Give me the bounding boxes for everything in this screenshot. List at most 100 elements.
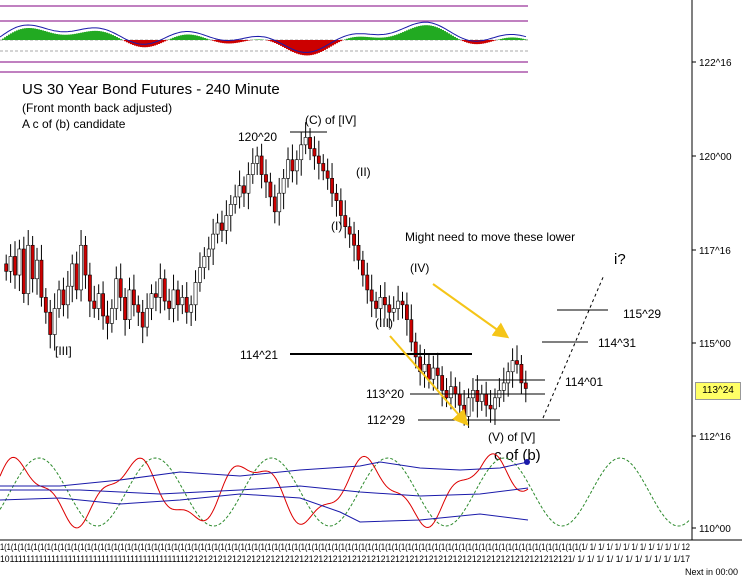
histogram-bar <box>222 40 224 44</box>
histogram-bar <box>42 30 44 40</box>
histogram-bar <box>372 37 374 40</box>
histogram-bar <box>154 40 156 46</box>
histogram-bar <box>84 31 86 40</box>
histogram-bar <box>66 34 68 40</box>
histogram-bar <box>90 31 92 40</box>
wave-label-ii: (II) <box>356 165 371 179</box>
histogram-bar <box>258 39 260 40</box>
histogram-bar <box>364 36 366 40</box>
candle-body <box>343 215 348 227</box>
candle-body <box>453 386 458 395</box>
histogram-bar <box>466 40 468 43</box>
histogram-bar <box>32 28 34 40</box>
histogram-bar <box>482 40 484 44</box>
candle-body <box>211 233 216 250</box>
histogram-bar <box>396 34 398 40</box>
candle-body <box>79 244 83 291</box>
candle-body <box>378 297 383 309</box>
histogram-bar <box>290 40 292 52</box>
histogram-bar <box>94 30 96 40</box>
histogram-bar <box>12 32 14 40</box>
candle-body <box>369 289 374 302</box>
candle-body <box>206 248 211 257</box>
histogram-bar <box>206 38 208 40</box>
level-label-115-29: 115^29 <box>623 307 661 321</box>
histogram-bar <box>406 30 408 40</box>
candle-body <box>440 375 445 391</box>
histogram-bar <box>430 25 432 40</box>
histogram-bar <box>4 37 6 40</box>
histogram-bar <box>88 31 90 40</box>
histogram-bar <box>410 28 412 40</box>
histogram-bar <box>140 40 142 48</box>
candle-body <box>35 259 39 280</box>
histogram-bar <box>62 34 64 40</box>
histogram-bar <box>354 36 356 40</box>
histogram-bar <box>256 39 258 40</box>
wave-label-v-of-v: (V) of [V] <box>488 430 535 444</box>
histogram-bar <box>436 27 438 40</box>
histogram-bar <box>520 38 522 40</box>
histogram-bar <box>432 26 434 40</box>
histogram-bar <box>74 33 76 40</box>
histogram-bar <box>228 40 230 44</box>
candle-body <box>228 204 233 216</box>
histogram-bar <box>348 38 350 40</box>
oscillator-line <box>0 453 529 529</box>
histogram-bar <box>24 28 26 40</box>
histogram-bar <box>274 40 276 44</box>
histogram-bar <box>428 25 430 40</box>
histogram-bar <box>518 37 520 40</box>
histogram-bar <box>366 36 368 40</box>
candle-body <box>87 274 92 302</box>
histogram-bar <box>70 34 72 40</box>
histogram-bar <box>50 32 52 40</box>
candle-body <box>114 278 119 309</box>
histogram-bar <box>112 35 114 40</box>
histogram-bar <box>60 34 62 40</box>
candle-body <box>242 185 246 194</box>
histogram-bar <box>470 40 472 44</box>
histogram-bar <box>424 25 426 40</box>
candle-body <box>409 319 414 343</box>
histogram-bars <box>0 21 528 56</box>
wave-label-iii-bracket: [III] <box>55 344 72 358</box>
histogram-bar <box>78 33 80 40</box>
histogram-bar <box>86 31 88 40</box>
candle-body <box>158 278 163 298</box>
histogram-bar <box>246 40 248 41</box>
candle-body <box>30 244 35 280</box>
histogram-bar <box>34 28 36 40</box>
chart-title: US 30 Year Bond Futures - 240 Minute <box>22 81 280 98</box>
histogram-bar <box>196 35 198 40</box>
histogram-bar <box>336 40 338 44</box>
candle-body <box>145 308 150 328</box>
candle-body <box>462 404 467 417</box>
annotations: (C) of [IV] 120^20 (II) (I) Might need t… <box>55 113 661 464</box>
histogram-bar <box>142 40 144 48</box>
candle-body <box>92 300 97 309</box>
candle-body <box>356 244 361 261</box>
candle-body <box>74 263 79 291</box>
histogram-bar <box>326 40 328 49</box>
histogram-bar <box>58 34 60 40</box>
histogram-bar <box>472 40 474 44</box>
histogram-bar <box>56 34 58 40</box>
histogram-bar <box>180 35 182 40</box>
histogram-bar <box>412 27 414 40</box>
histogram-bar <box>382 37 384 40</box>
candle-body <box>21 248 26 294</box>
histogram-bar <box>234 40 236 44</box>
histogram-bar <box>98 31 100 40</box>
histogram-bar <box>318 40 320 53</box>
histogram-bar <box>192 34 194 40</box>
histogram-bar <box>488 40 490 43</box>
histogram-bar <box>362 36 364 40</box>
level-label-113-20: 113^20 <box>366 387 404 401</box>
candle-body <box>215 222 220 235</box>
histogram-bar <box>14 31 16 40</box>
candle-body <box>352 233 356 246</box>
candle-body <box>488 404 493 410</box>
histogram-bar <box>218 40 220 43</box>
candle-body <box>449 386 453 399</box>
